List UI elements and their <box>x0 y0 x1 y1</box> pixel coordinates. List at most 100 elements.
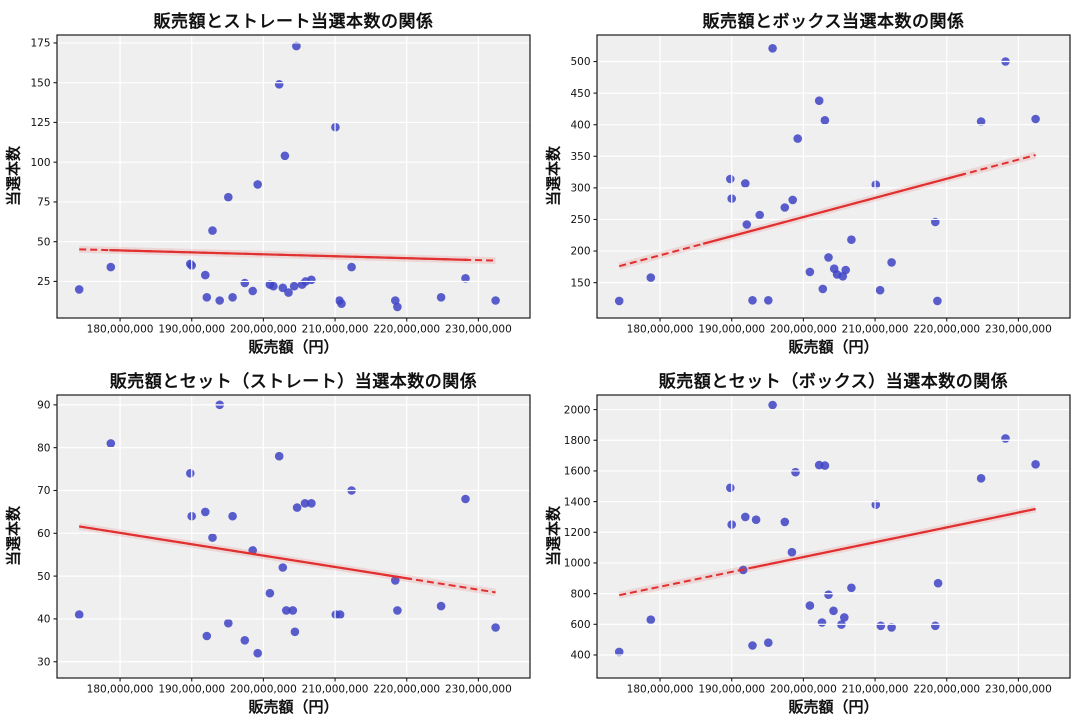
x-tick-label: 190,000,000 <box>698 324 765 336</box>
axes-spines <box>56 394 531 679</box>
y-tick-label: 75 <box>37 197 50 209</box>
scatter-point <box>646 273 656 282</box>
scatter-point <box>269 281 278 291</box>
gridlines <box>57 395 530 678</box>
x-tick-label: 190,000,000 <box>158 324 225 336</box>
scatter-point <box>106 439 116 448</box>
x-tick-label: 200,000,000 <box>230 684 297 696</box>
scatter-point <box>1001 434 1010 443</box>
scatter-point <box>1031 114 1040 124</box>
tick-marks <box>53 404 479 682</box>
scatter-point <box>393 606 402 615</box>
subplot-box: 180,000,000 190,000,000 200,000,000 210,000… <box>540 0 1080 360</box>
scatter-point <box>933 578 943 588</box>
tick-labels: 180,000,000 190,000,000 200,000,000 210,000… <box>37 400 512 696</box>
y-axis-label: 当選本数 <box>544 145 563 207</box>
tick-marks <box>53 42 479 322</box>
plot-title: 販売額とストレート当選本数の関係 <box>153 12 434 32</box>
scatter-point <box>976 117 986 126</box>
scatter-points <box>614 44 1040 306</box>
x-tick-label: 180,000,000 <box>627 324 694 336</box>
scatter-point <box>847 583 856 593</box>
scatter-point <box>215 296 224 305</box>
scatter-point <box>742 220 752 229</box>
scatter-point <box>202 631 212 641</box>
scatter-point <box>491 296 500 305</box>
y-tick-label: 1600 <box>564 466 591 478</box>
scatter-point <box>240 278 250 288</box>
scatter-point <box>824 590 833 599</box>
y-tick-label: 125 <box>30 117 50 129</box>
y-tick-label: 1000 <box>564 558 591 570</box>
scatter-point <box>787 547 797 557</box>
scatter-point <box>248 286 257 296</box>
scatter-point <box>764 638 773 647</box>
y-tick-label: 60 <box>37 528 50 540</box>
scatter-point <box>491 623 500 632</box>
scatter-point <box>871 500 881 509</box>
y-tick-label: 800 <box>570 588 590 600</box>
scatter-point <box>780 517 790 527</box>
scatter-point <box>240 636 250 645</box>
scatter-point <box>748 296 757 305</box>
plot-title: 販売額とセット（ボックス）当選本数の関係 <box>658 372 1009 392</box>
x-tick-label: 210,000,000 <box>842 324 909 336</box>
scatter-point <box>818 284 828 294</box>
scatter-point <box>208 533 217 542</box>
x-axis-label: 販売額（円） <box>788 698 879 716</box>
y-tick-label: 70 <box>37 485 50 497</box>
scatter-point <box>201 270 210 280</box>
plot-title: 販売額とセット（ストレート）当選本数の関係 <box>109 372 478 392</box>
x-tick-label: 200,000,000 <box>770 684 837 696</box>
x-tick-label: 180,000,000 <box>87 684 154 696</box>
scatter-point <box>282 606 291 615</box>
scatter-point <box>805 601 815 610</box>
scatter-point <box>228 511 237 521</box>
scatter-plot-canvas-set-straight: 180,000,000 190,000,000 200,000,000 210,000… <box>37 394 531 696</box>
scatter-point <box>875 285 885 295</box>
scatter-point <box>793 134 802 143</box>
y-tick-label: 25 <box>37 276 50 288</box>
x-tick-label: 190,000,000 <box>698 684 765 696</box>
plot-title: 販売額とボックス当選本数の関係 <box>702 12 965 32</box>
x-tick-label: 180,000,000 <box>627 684 694 696</box>
scatter-point <box>290 627 300 637</box>
scatter-point <box>292 41 301 51</box>
x-axis-label: 販売額（円） <box>788 338 879 356</box>
x-tick-label: 190,000,000 <box>158 684 225 696</box>
axes-spines <box>56 34 531 319</box>
tick-marks <box>593 409 1019 682</box>
scatter-point <box>931 621 940 631</box>
y-tick-label: 40 <box>37 614 50 626</box>
scatter-point <box>646 615 656 624</box>
tick-marks <box>593 60 1019 322</box>
scatter-point <box>224 618 233 628</box>
scatter-point <box>186 469 195 478</box>
tick-labels: 180,000,000 190,000,000 200,000,000 210,000… <box>30 38 511 336</box>
scatter-point <box>780 203 790 212</box>
scatter-point <box>824 253 833 262</box>
plot-area-background <box>597 395 1070 678</box>
scatter-point <box>461 274 470 283</box>
scatter-point <box>755 210 764 220</box>
scatter-point <box>840 613 849 622</box>
y-axis-label: 当選本数 <box>4 505 23 567</box>
scatter-plot-canvas-box: 180,000,000 190,000,000 200,000,000 210,000… <box>570 34 1071 336</box>
tick-labels: 180,000,000 190,000,000 200,000,000 210,000… <box>570 56 1051 335</box>
scatter-point <box>976 474 986 483</box>
scatter-point <box>292 503 302 512</box>
scatter-point <box>726 174 735 184</box>
scatter-point <box>280 151 290 161</box>
x-tick-label: 220,000,000 <box>913 324 980 336</box>
trend-line <box>109 249 468 261</box>
y-tick-label: 150 <box>570 277 590 289</box>
scatter-point <box>224 192 233 202</box>
y-tick-label: 2000 <box>564 404 591 416</box>
y-tick-label: 350 <box>570 151 590 163</box>
scatter-point <box>391 576 400 585</box>
scatter-point <box>847 235 856 244</box>
scatter-point <box>1031 460 1040 469</box>
scatter-point <box>933 296 942 306</box>
scatter-point <box>300 499 310 508</box>
